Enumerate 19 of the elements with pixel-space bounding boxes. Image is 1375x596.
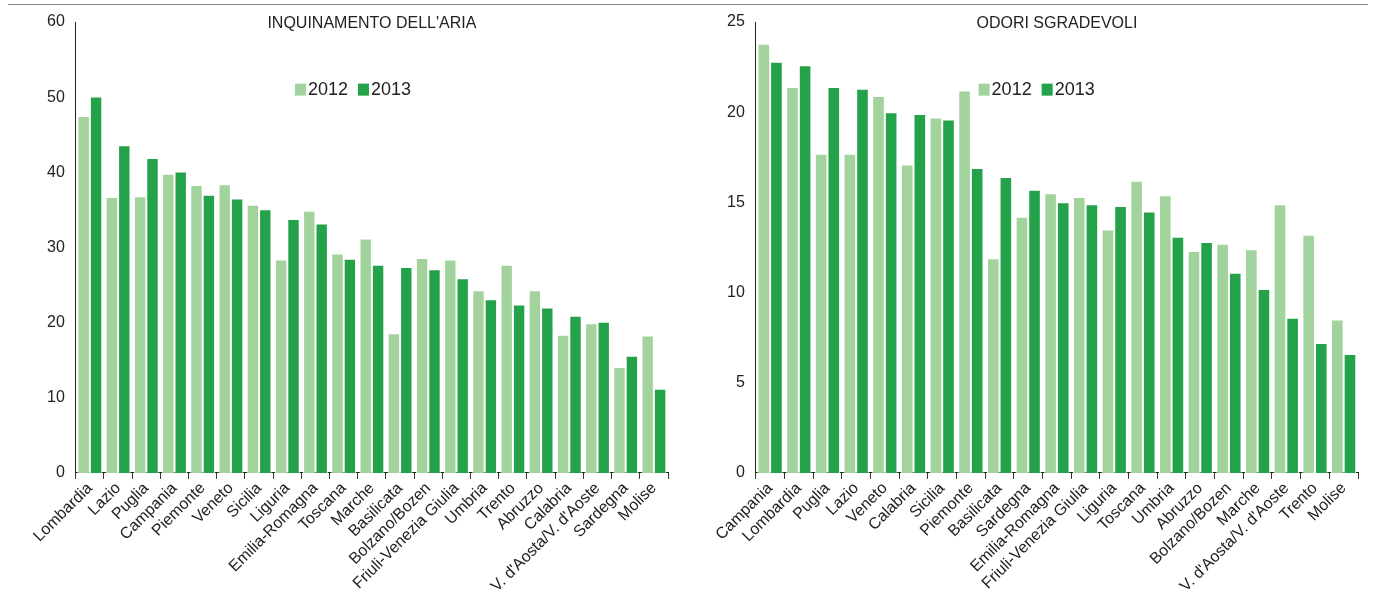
legend-label: 2012 [307, 78, 348, 99]
y-tick-label: 40 [47, 162, 65, 180]
y-tick-label: 10 [47, 388, 65, 406]
chart-title: INQUINAMENTO DELL'ARIA [267, 14, 477, 32]
y-tick-label: 0 [735, 463, 745, 481]
y-tick-label: 60 [47, 12, 65, 30]
legend-label: 2013 [370, 78, 411, 99]
y-tick-label: 15 [727, 192, 745, 210]
y-tick-label: 20 [727, 102, 745, 120]
legend-label: 2012 [991, 78, 1032, 99]
y-tick-label: 5 [735, 373, 745, 391]
y-tick-label: 25 [727, 12, 745, 30]
y-tick-label: 20 [47, 313, 65, 331]
y-tick-label: 30 [47, 237, 65, 255]
y-tick-label: 10 [727, 282, 745, 300]
legend-label: 2013 [1054, 78, 1095, 99]
chart-title: ODORI SGRADEVOLI [976, 14, 1138, 32]
y-tick-label: 50 [47, 87, 65, 105]
y-tick-label: 0 [55, 463, 65, 481]
